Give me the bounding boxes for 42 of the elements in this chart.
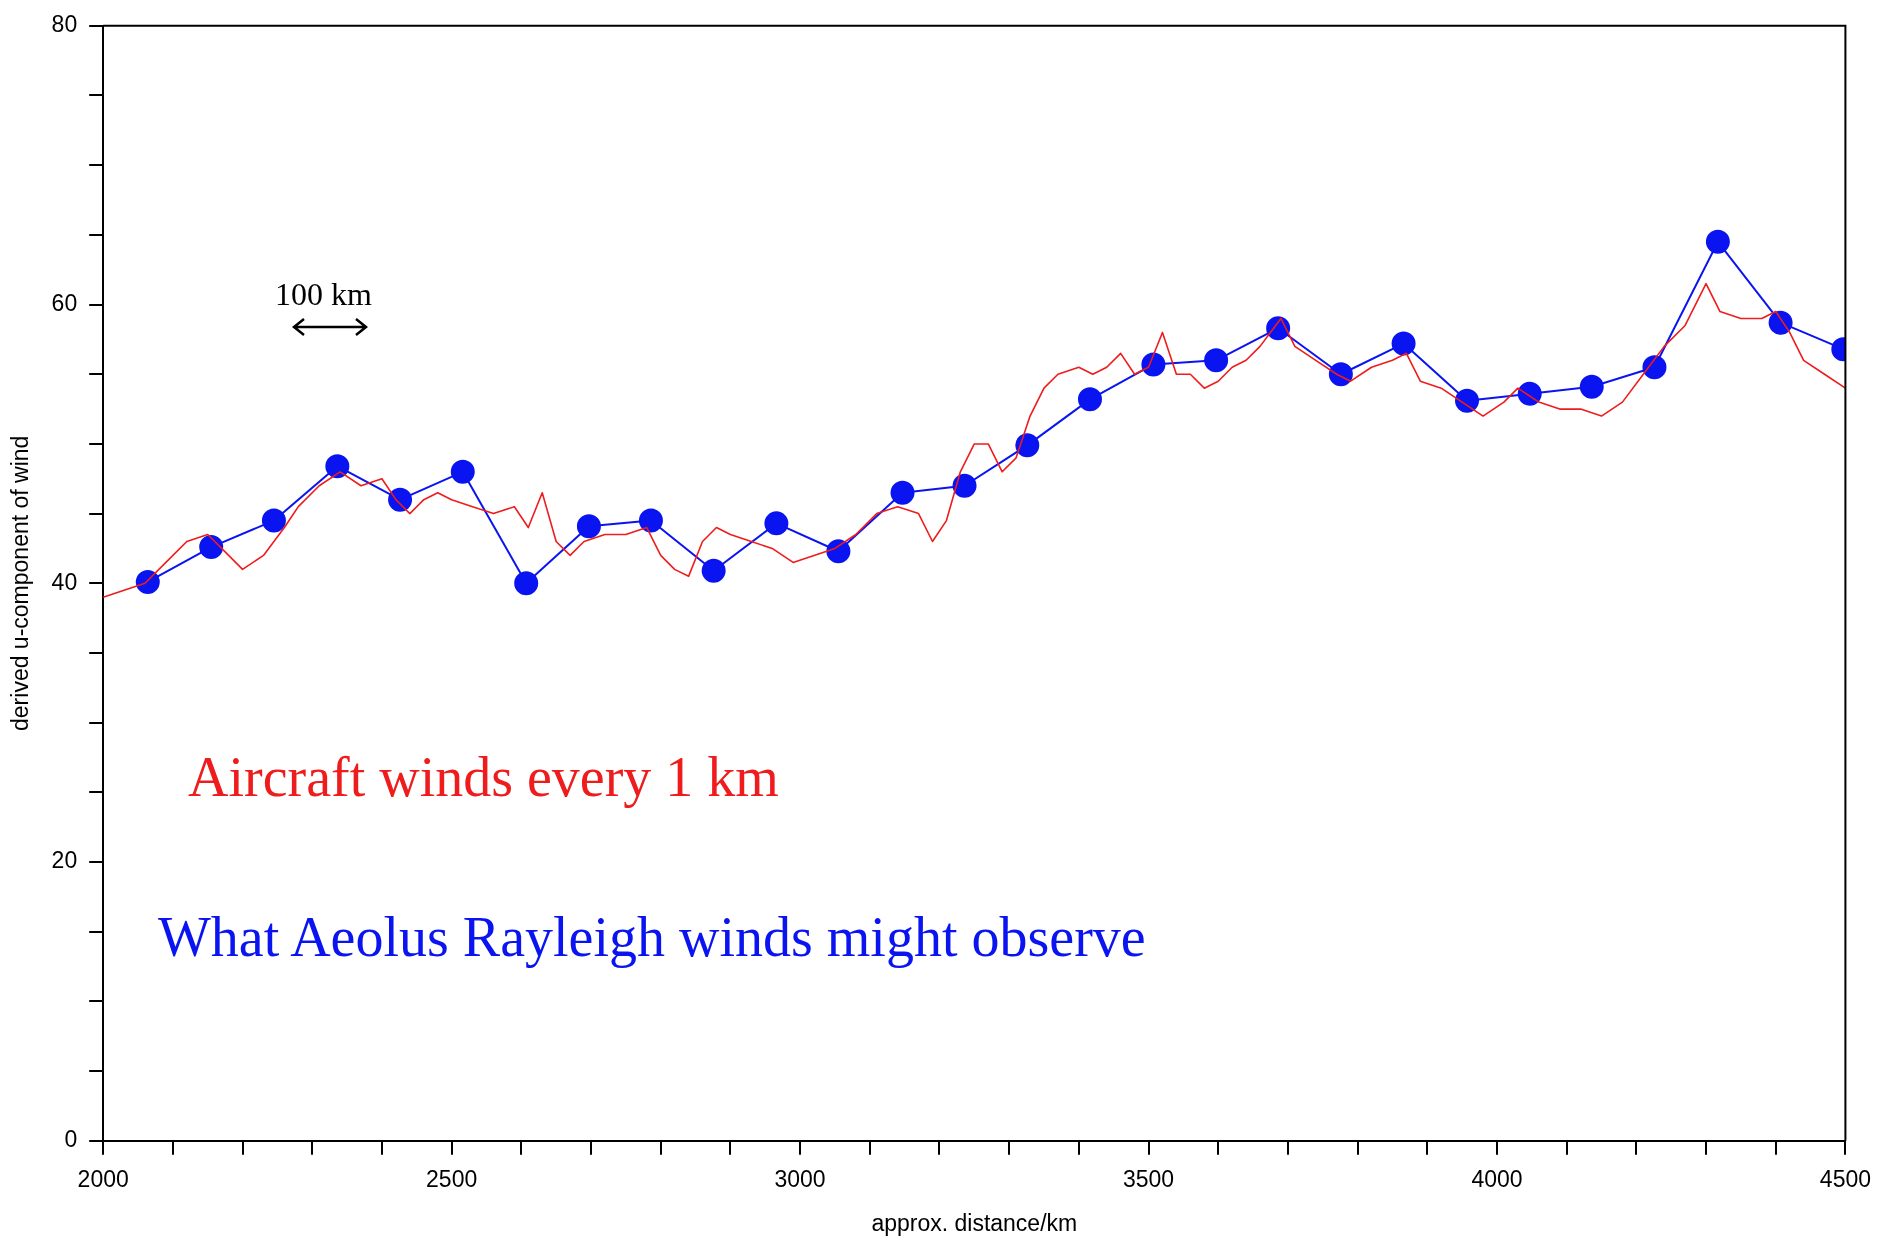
y-tick-label: 80 [51,11,78,38]
point [450,459,475,484]
annotation: 100 km [275,276,372,313]
y-tick-label: 60 [51,289,78,316]
point [1642,355,1667,380]
x-axis-title: approx. distance/km [871,1209,1078,1236]
point [1141,352,1166,377]
point [638,508,663,533]
point [199,535,224,560]
point [952,473,977,498]
point [388,487,413,512]
text: Aircraft winds every 1 km [188,745,779,809]
y-axis-title: derived u-component of wind [7,435,34,731]
point [1517,381,1542,406]
point [1328,362,1353,387]
text: What Aeolus Rayleigh winds might observe [158,905,1146,969]
y-tick-label: 40 [51,568,78,595]
point [1015,433,1040,458]
point [135,569,160,594]
point [826,539,851,564]
x-tick-label: 2000 [77,1165,129,1192]
x-tick-label: 3000 [774,1165,826,1192]
x-tick-label: 4000 [1471,1165,1523,1192]
point [1705,229,1730,254]
point [701,558,726,583]
y-tick-label: 0 [64,1126,78,1153]
point [325,454,350,479]
point [576,514,601,539]
y-tick-label: 20 [51,847,78,874]
x-tick-label: 4500 [1819,1165,1871,1192]
point [514,571,539,596]
point [1204,348,1229,373]
point [764,511,789,536]
point [890,480,915,505]
point [1579,374,1604,399]
x-tick-label: 3500 [1122,1165,1175,1192]
point [1391,331,1416,356]
point [1768,310,1793,335]
point [1455,388,1479,413]
point [261,508,286,533]
x-tick-label: 2500 [426,1165,478,1192]
point [1077,387,1102,412]
